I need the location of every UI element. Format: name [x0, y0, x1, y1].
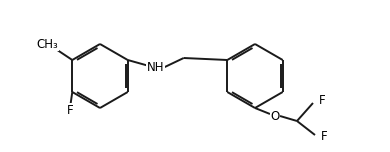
Text: F: F [67, 104, 74, 116]
Text: CH₃: CH₃ [36, 38, 58, 50]
Text: O: O [270, 109, 280, 123]
Text: F: F [319, 95, 326, 107]
Text: NH: NH [147, 62, 165, 74]
Text: F: F [321, 131, 328, 143]
